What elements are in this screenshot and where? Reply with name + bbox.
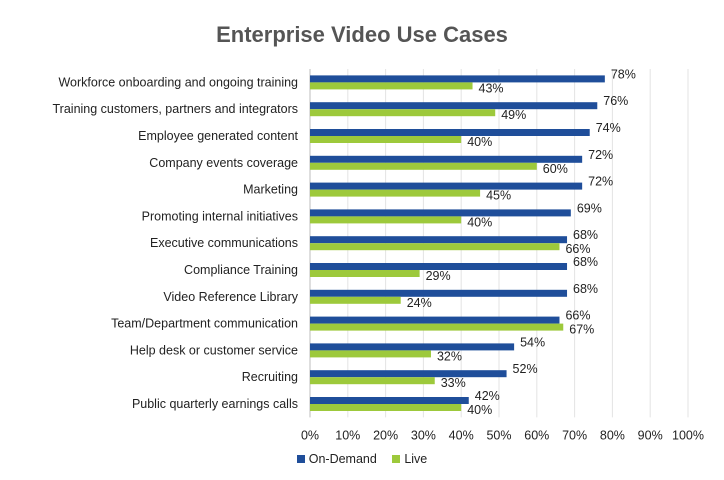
- data-label: 29%: [426, 269, 451, 283]
- x-tick-label: 30%: [411, 428, 436, 442]
- bar-on-demand: [310, 155, 583, 163]
- x-tick-label: 70%: [562, 428, 587, 442]
- bar-live: [310, 323, 564, 331]
- bar-live: [310, 189, 481, 197]
- category-label: Company events coverage: [149, 156, 298, 170]
- bar-live: [310, 162, 537, 170]
- x-tick-label: 40%: [449, 428, 474, 442]
- bar-on-demand: [310, 289, 568, 297]
- x-tick-label: 80%: [600, 428, 625, 442]
- data-label: 52%: [513, 362, 538, 376]
- bar-on-demand: [310, 182, 583, 190]
- bar-live: [310, 109, 496, 117]
- bar-live: [310, 243, 560, 251]
- bar-on-demand: [310, 75, 605, 83]
- x-tick-label: 20%: [373, 428, 398, 442]
- legend-label: Live: [404, 452, 428, 466]
- bar-on-demand: [310, 316, 560, 324]
- x-tick-label: 60%: [524, 428, 549, 442]
- data-label: 40%: [467, 215, 492, 229]
- x-tick-labels: 0% 10% 20% 30% 40% 50% 60% 70% 80% 90% 100%: [301, 428, 704, 442]
- data-label: 32%: [437, 349, 462, 363]
- bar-live: [310, 296, 401, 304]
- data-label: 40%: [467, 135, 492, 149]
- bars: [310, 75, 605, 411]
- category-label: Team/Department communication: [111, 317, 298, 331]
- bar-live: [310, 377, 435, 385]
- category-label: Training customers, partners and integra…: [53, 102, 298, 116]
- bar-live: [310, 350, 431, 358]
- data-label: 24%: [407, 296, 432, 310]
- legend-item-on-demand: On-Demand: [296, 452, 377, 466]
- data-label: 78%: [611, 67, 636, 81]
- x-tick-label: 90%: [638, 428, 663, 442]
- legend-item-live: Live: [392, 452, 427, 466]
- legend-swatch: [392, 455, 401, 463]
- data-label: 49%: [501, 108, 526, 122]
- x-tick-label: 10%: [335, 428, 360, 442]
- data-label: 76%: [603, 94, 628, 108]
- bar-on-demand: [310, 129, 590, 136]
- category-label: Recruiting: [242, 370, 298, 384]
- bar-live: [310, 404, 462, 411]
- data-label: 54%: [520, 335, 545, 349]
- category-label: Help desk or customer service: [130, 343, 298, 357]
- bar-on-demand: [310, 370, 507, 378]
- bar-on-demand: [310, 236, 568, 244]
- x-tick-label: 100%: [672, 428, 704, 442]
- data-label: 69%: [577, 201, 602, 215]
- bar-on-demand: [310, 263, 568, 270]
- x-tick-label: 0%: [301, 428, 319, 442]
- bar-on-demand: [310, 397, 469, 404]
- data-label: 68%: [573, 282, 598, 296]
- data-label: 68%: [573, 228, 598, 242]
- bar-live: [310, 82, 473, 90]
- data-label: 60%: [543, 162, 568, 176]
- data-label: 72%: [588, 175, 613, 189]
- bar-on-demand: [310, 209, 571, 217]
- data-label: 43%: [479, 81, 504, 95]
- data-label: 42%: [475, 389, 500, 403]
- category-label: Public quarterly earnings calls: [132, 397, 298, 411]
- data-label: 66%: [565, 309, 590, 323]
- legend: On-Demand Live: [0, 452, 724, 466]
- data-label: 68%: [573, 255, 598, 269]
- data-label: 66%: [565, 242, 590, 256]
- bar-live: [310, 216, 462, 224]
- bar-on-demand: [310, 343, 515, 351]
- bar-live: [310, 270, 420, 277]
- category-label: Compliance Training: [184, 263, 298, 277]
- category-label: Employee generated content: [138, 129, 298, 143]
- data-label: 45%: [486, 189, 511, 203]
- category-label: Executive communications: [150, 236, 298, 250]
- data-label: 33%: [441, 376, 466, 390]
- data-label: 67%: [569, 323, 594, 337]
- category-label: Promoting internal initiatives: [142, 209, 298, 223]
- data-label: 74%: [596, 121, 621, 135]
- x-tick-label: 50%: [486, 428, 511, 442]
- data-label: 72%: [588, 148, 613, 162]
- category-labels: Workforce onboarding and ongoing trainin…: [53, 75, 299, 411]
- chart-title: Enterprise Video Use Cases: [216, 22, 508, 47]
- legend-swatch: [296, 455, 305, 463]
- bar-live: [310, 136, 462, 143]
- data-label: 40%: [467, 403, 492, 417]
- category-label: Marketing: [243, 183, 298, 197]
- category-label: Workforce onboarding and ongoing trainin…: [58, 75, 298, 89]
- data-labels: 78%43%76%49%74%40%72%60%72%45%69%40%68%6…: [407, 67, 636, 417]
- category-label: Video Reference Library: [163, 290, 298, 304]
- legend-label: On-Demand: [308, 452, 377, 466]
- bar-on-demand: [310, 102, 598, 110]
